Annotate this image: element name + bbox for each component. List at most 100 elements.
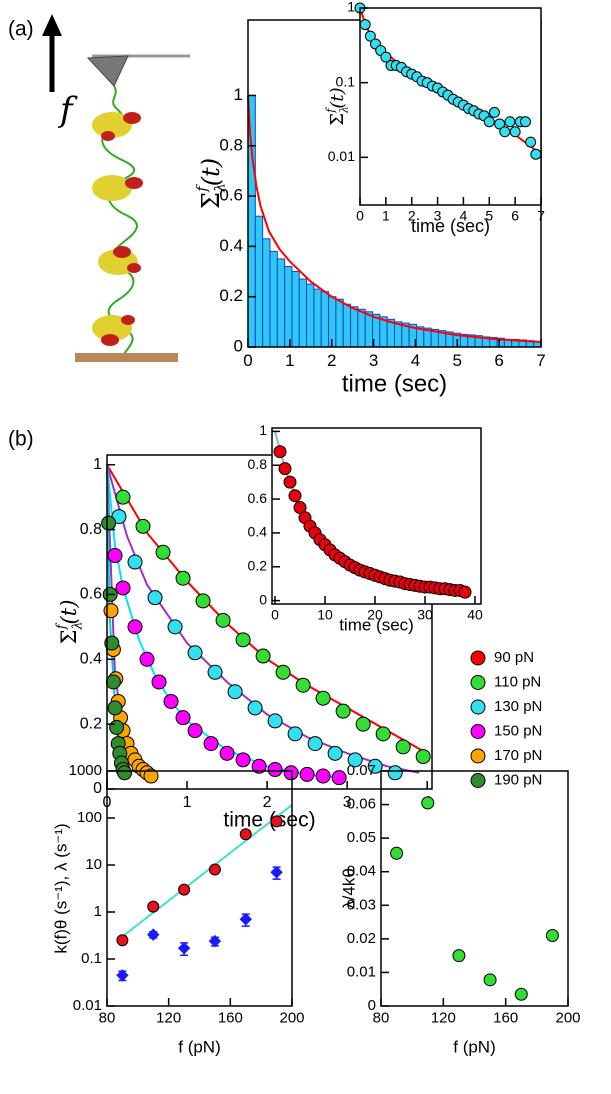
y-tick-label: 0 bbox=[259, 591, 267, 607]
data-point bbox=[278, 462, 292, 476]
y-tick-label: 0.8 bbox=[248, 456, 268, 472]
data-point bbox=[147, 590, 163, 606]
data-point bbox=[207, 664, 223, 680]
y-tick-label: 0.4 bbox=[219, 236, 243, 255]
plot-frame bbox=[106, 454, 433, 790]
data-point bbox=[105, 674, 121, 690]
data-point bbox=[315, 690, 331, 706]
y-tick-label: 10 bbox=[85, 856, 102, 873]
y-axis-label: Σλf(t) bbox=[53, 600, 84, 645]
domain bbox=[92, 175, 143, 201]
x-tick-label: 0 bbox=[243, 351, 252, 370]
data-point bbox=[390, 846, 404, 860]
data-point bbox=[251, 758, 267, 774]
x-tick-label: 3 bbox=[343, 794, 352, 811]
y-tick-label: 0.2 bbox=[248, 557, 268, 573]
protein-illustration: f bbox=[42, 14, 190, 362]
y-tick-label: 0.02 bbox=[347, 930, 376, 947]
data-point bbox=[509, 126, 521, 138]
panel-label: (b) bbox=[8, 428, 34, 451]
data-point bbox=[293, 501, 307, 515]
y-axis-label: Σλf(t) bbox=[194, 158, 228, 209]
data-point bbox=[109, 719, 125, 735]
data-point bbox=[116, 934, 129, 947]
data-point bbox=[143, 768, 159, 784]
data-point bbox=[175, 710, 191, 726]
histogram-bar bbox=[335, 298, 344, 348]
data-point bbox=[367, 758, 383, 774]
y-axis-label: Σλf(t) bbox=[324, 87, 351, 125]
data-point bbox=[239, 828, 252, 841]
data-point bbox=[177, 941, 191, 955]
x-tick-label: 4 bbox=[411, 351, 420, 370]
data-point bbox=[525, 136, 537, 148]
label-superscript: f bbox=[194, 184, 210, 193]
histogram-bar bbox=[262, 238, 271, 348]
x-tick-label: 120 bbox=[156, 1010, 181, 1027]
data-point bbox=[270, 815, 283, 828]
data-point bbox=[387, 765, 403, 781]
y-tick-label: 0.4 bbox=[248, 524, 268, 540]
legend-marker bbox=[470, 699, 486, 715]
x-tick-label: 80 bbox=[373, 1010, 390, 1027]
label-rest: (t) bbox=[197, 158, 225, 186]
legend-marker bbox=[470, 748, 486, 764]
data-point bbox=[127, 619, 143, 635]
data-point bbox=[287, 726, 303, 742]
domain bbox=[92, 112, 141, 141]
data-point bbox=[375, 726, 391, 742]
force-arrowhead bbox=[42, 14, 62, 36]
data-point bbox=[494, 118, 506, 130]
data-point bbox=[483, 116, 495, 128]
data-point bbox=[514, 987, 528, 1001]
histogram-bar bbox=[254, 215, 264, 348]
y-tick-label: 0.01 bbox=[328, 148, 355, 164]
data-point bbox=[127, 554, 143, 570]
x-tick-label: 2 bbox=[263, 794, 272, 811]
y-tick-label: 0 bbox=[368, 997, 376, 1014]
x-axis-label: time (sec) bbox=[342, 370, 447, 397]
data-point bbox=[545, 929, 559, 942]
histogram-bar bbox=[357, 308, 366, 348]
y-tick-label: 0.6 bbox=[248, 490, 268, 506]
data-point bbox=[103, 603, 119, 619]
data-point bbox=[208, 863, 221, 876]
data-point bbox=[364, 30, 376, 42]
panel-label: (a) bbox=[8, 18, 34, 41]
x-axis-label: f (pN) bbox=[178, 1037, 221, 1056]
x-tick-label: 20 bbox=[367, 607, 383, 623]
data-point bbox=[117, 765, 133, 781]
x-tick-label: 4 bbox=[460, 208, 468, 224]
y-tick-label: 0.6 bbox=[219, 186, 243, 205]
label-superscript: f bbox=[53, 622, 68, 630]
histogram-bar bbox=[364, 311, 374, 348]
x-tick-label: 120 bbox=[431, 1010, 456, 1027]
data-point bbox=[178, 883, 191, 896]
histogram-bar bbox=[291, 271, 300, 348]
y-tick-label: 1 bbox=[234, 85, 243, 104]
legend-marker bbox=[470, 773, 486, 788]
data-point bbox=[107, 700, 123, 716]
data-point bbox=[147, 900, 160, 913]
x-tick-label: 1 bbox=[285, 351, 294, 370]
x-tick-label: 10 bbox=[317, 607, 333, 623]
y-tick-label: 0 bbox=[93, 780, 102, 797]
chart: 0.01 0.1 1 0 1 2 3 4 5 6 7 time (sec) Σλf(t) bbox=[324, 0, 545, 236]
histogram-bar bbox=[284, 266, 293, 348]
plot-area bbox=[360, 8, 541, 205]
data-point bbox=[239, 913, 252, 926]
plot-frame bbox=[271, 427, 482, 605]
data-point bbox=[415, 749, 431, 765]
legend-label: 190 pN bbox=[494, 771, 542, 788]
data-point bbox=[219, 745, 235, 761]
data-point bbox=[147, 928, 160, 941]
chart: 00.20.40.60.8101234time (sec)Σλf(t)90 pN… bbox=[53, 454, 542, 832]
data-point bbox=[235, 632, 251, 648]
data-point bbox=[355, 716, 371, 732]
data-point bbox=[283, 765, 299, 781]
histogram-bar bbox=[313, 288, 322, 348]
label-base: Σ bbox=[57, 630, 81, 645]
y-tick-label: 1 bbox=[347, 0, 355, 15]
plot-area bbox=[381, 771, 568, 1006]
